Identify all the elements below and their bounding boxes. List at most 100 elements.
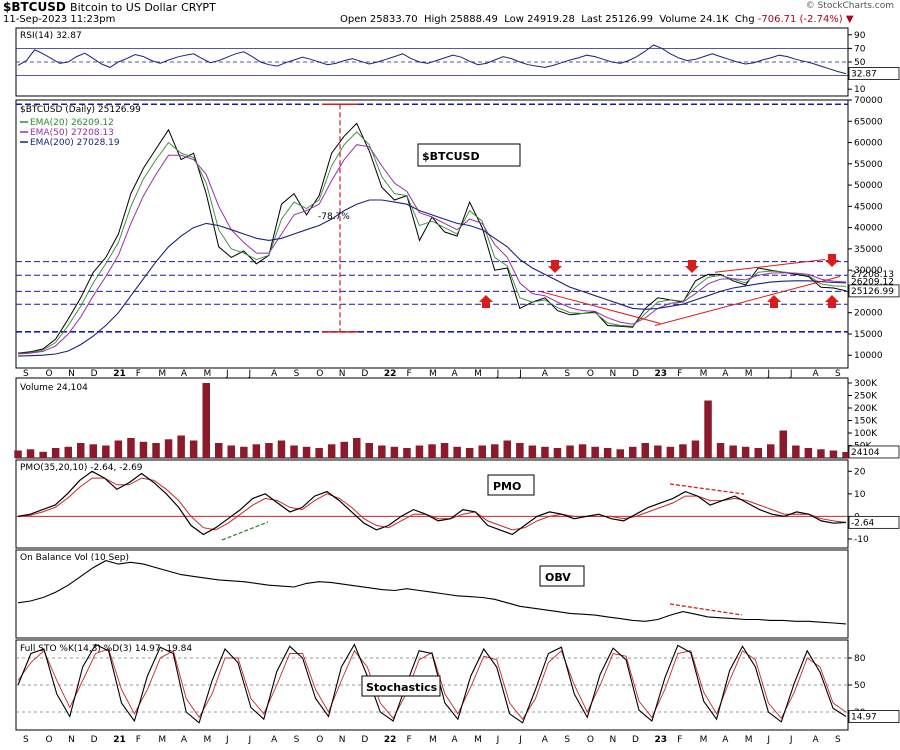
obv-legend: On Balance Vol (10 Sep) (20, 553, 129, 563)
price-axis-tick-label: 15000 (854, 330, 883, 340)
x-tick-label-bottom: F (677, 735, 682, 745)
sto-legend: Full STO %K(14,3) %D(3) 14.97, 19.84 (20, 644, 192, 654)
x-tick-label-bottom: F (406, 735, 411, 745)
sto-d-line (17, 648, 847, 720)
x-tick-label-bottom: A (812, 735, 819, 745)
pmo-title-box (487, 474, 535, 496)
rsi-line (17, 44, 847, 75)
arrow-down-icon-0 (548, 260, 562, 273)
volume-label: Volume (659, 14, 697, 25)
x-tick-label: O (316, 369, 323, 379)
x-tick-label-bottom: 22 (384, 735, 397, 745)
pmo-legend: PMO(35,20,10) -2.64, -2.69 (20, 463, 143, 473)
x-tick-label: M (474, 369, 482, 379)
x-tick-label-bottom: J (518, 735, 522, 745)
volume-bar (390, 446, 399, 459)
x-tick-label: M (158, 369, 166, 379)
x-tick-label-bottom: A (452, 735, 459, 745)
volume-bar (541, 446, 549, 459)
price-legend-0: EMA(20) 26209.12 (30, 118, 114, 128)
x-tick-label-bottom: 23 (655, 735, 668, 745)
volume-value: 24.1K (699, 14, 729, 25)
x-tick-label: M (203, 369, 211, 379)
volume-bar (240, 446, 248, 459)
volume-bar (779, 430, 787, 458)
x-tick-label: J (518, 369, 522, 379)
volume-bar (215, 443, 223, 458)
price-axis-tick-label: 35000 (854, 245, 883, 255)
price-axis-tick-label: 60000 (854, 139, 883, 149)
x-tick-label-bottom: M (158, 735, 166, 745)
rsi-axis-tick-label: 10 (854, 85, 866, 95)
watermark: © StockCharts.com (805, 1, 894, 11)
pmo-axis-tick-label: -10 (854, 535, 869, 545)
sto-k-line (17, 643, 847, 724)
open-value: 25833.70 (369, 14, 418, 25)
symbol-name: Bitcoin to US Dollar (70, 1, 177, 14)
volume-bar (578, 444, 587, 459)
x-tick-label: S (835, 369, 841, 379)
x-tick-label: F (136, 369, 141, 379)
volume-bar (629, 446, 637, 459)
x-tick-label: S (564, 369, 570, 379)
chg-down-icon: ▼ (845, 14, 854, 25)
volume-bar (327, 444, 336, 459)
x-tick-label-bottom: 21 (113, 735, 126, 745)
volume-bar (478, 445, 486, 458)
x-tick-label-bottom: J (789, 735, 793, 745)
x-tick-label: N (339, 369, 346, 379)
price-axis-tick-label: 55000 (854, 160, 883, 170)
volume-bar (704, 400, 712, 458)
volume-bar (77, 443, 85, 458)
volume-axis-tick-label: 250K (854, 392, 878, 402)
x-tick-label: D (361, 369, 368, 379)
volume-axis-tick-label: 300K (854, 379, 878, 389)
x-tick-label: J (766, 369, 770, 379)
volume-bar (277, 440, 286, 458)
price-panel-frame (15, 99, 849, 369)
volume-bar (51, 448, 60, 458)
volume-bar (152, 443, 160, 458)
volume-bar (290, 445, 298, 458)
date-stamp: 11-Sep-2023 11:23pm (3, 14, 116, 25)
price-series-3 (17, 199, 847, 357)
x-tick-label-bottom: M (203, 735, 211, 745)
volume-bar (302, 446, 311, 459)
trendline-top (714, 259, 826, 273)
last-label: Last (581, 14, 603, 25)
symbol-title: $BTCUSD Bitcoin to US Dollar CRYPT (3, 0, 216, 14)
volume-bar (315, 448, 323, 458)
price-title: $BTCUSD (422, 150, 480, 163)
volume-bar (453, 446, 461, 459)
price-axis-tick-label: 30000 (854, 266, 883, 276)
volume-bar (553, 448, 562, 458)
x-tick-label-bottom: D (632, 735, 639, 745)
arrow-up-icon-0 (479, 295, 493, 308)
pmo-divergence-line (669, 483, 745, 495)
x-tick-label-bottom: F (136, 735, 141, 745)
pmo-axis-tick-label: 10 (854, 490, 866, 500)
price-axis-tick-label: 45000 (854, 202, 883, 212)
volume-bar (227, 445, 235, 458)
x-tick-label-bottom: J (766, 735, 770, 745)
arrow-up-icon-2 (825, 295, 839, 308)
x-tick-label: A (452, 369, 459, 379)
volume-bar (252, 444, 261, 459)
volume-bar (729, 445, 737, 458)
volume-bar (189, 440, 198, 458)
x-tick-label: M (745, 369, 753, 379)
pmo-title: PMO (493, 480, 521, 493)
obv-panel-frame (15, 549, 849, 639)
volume-bar (767, 444, 775, 459)
volume-bar (403, 448, 411, 458)
x-tick-label-bottom: M (474, 735, 482, 745)
rsi-axis-tick-label: 50 (854, 58, 866, 68)
low-value: 24919.28 (527, 14, 575, 25)
volume-bar (741, 446, 750, 459)
pmo-last-label: -2.64 (851, 518, 875, 528)
volume-bar (353, 438, 361, 458)
x-tick-label-bottom: N (609, 735, 616, 745)
rsi-legend: RSI(14) 32.87 (20, 31, 82, 41)
volume-bar (641, 443, 649, 458)
